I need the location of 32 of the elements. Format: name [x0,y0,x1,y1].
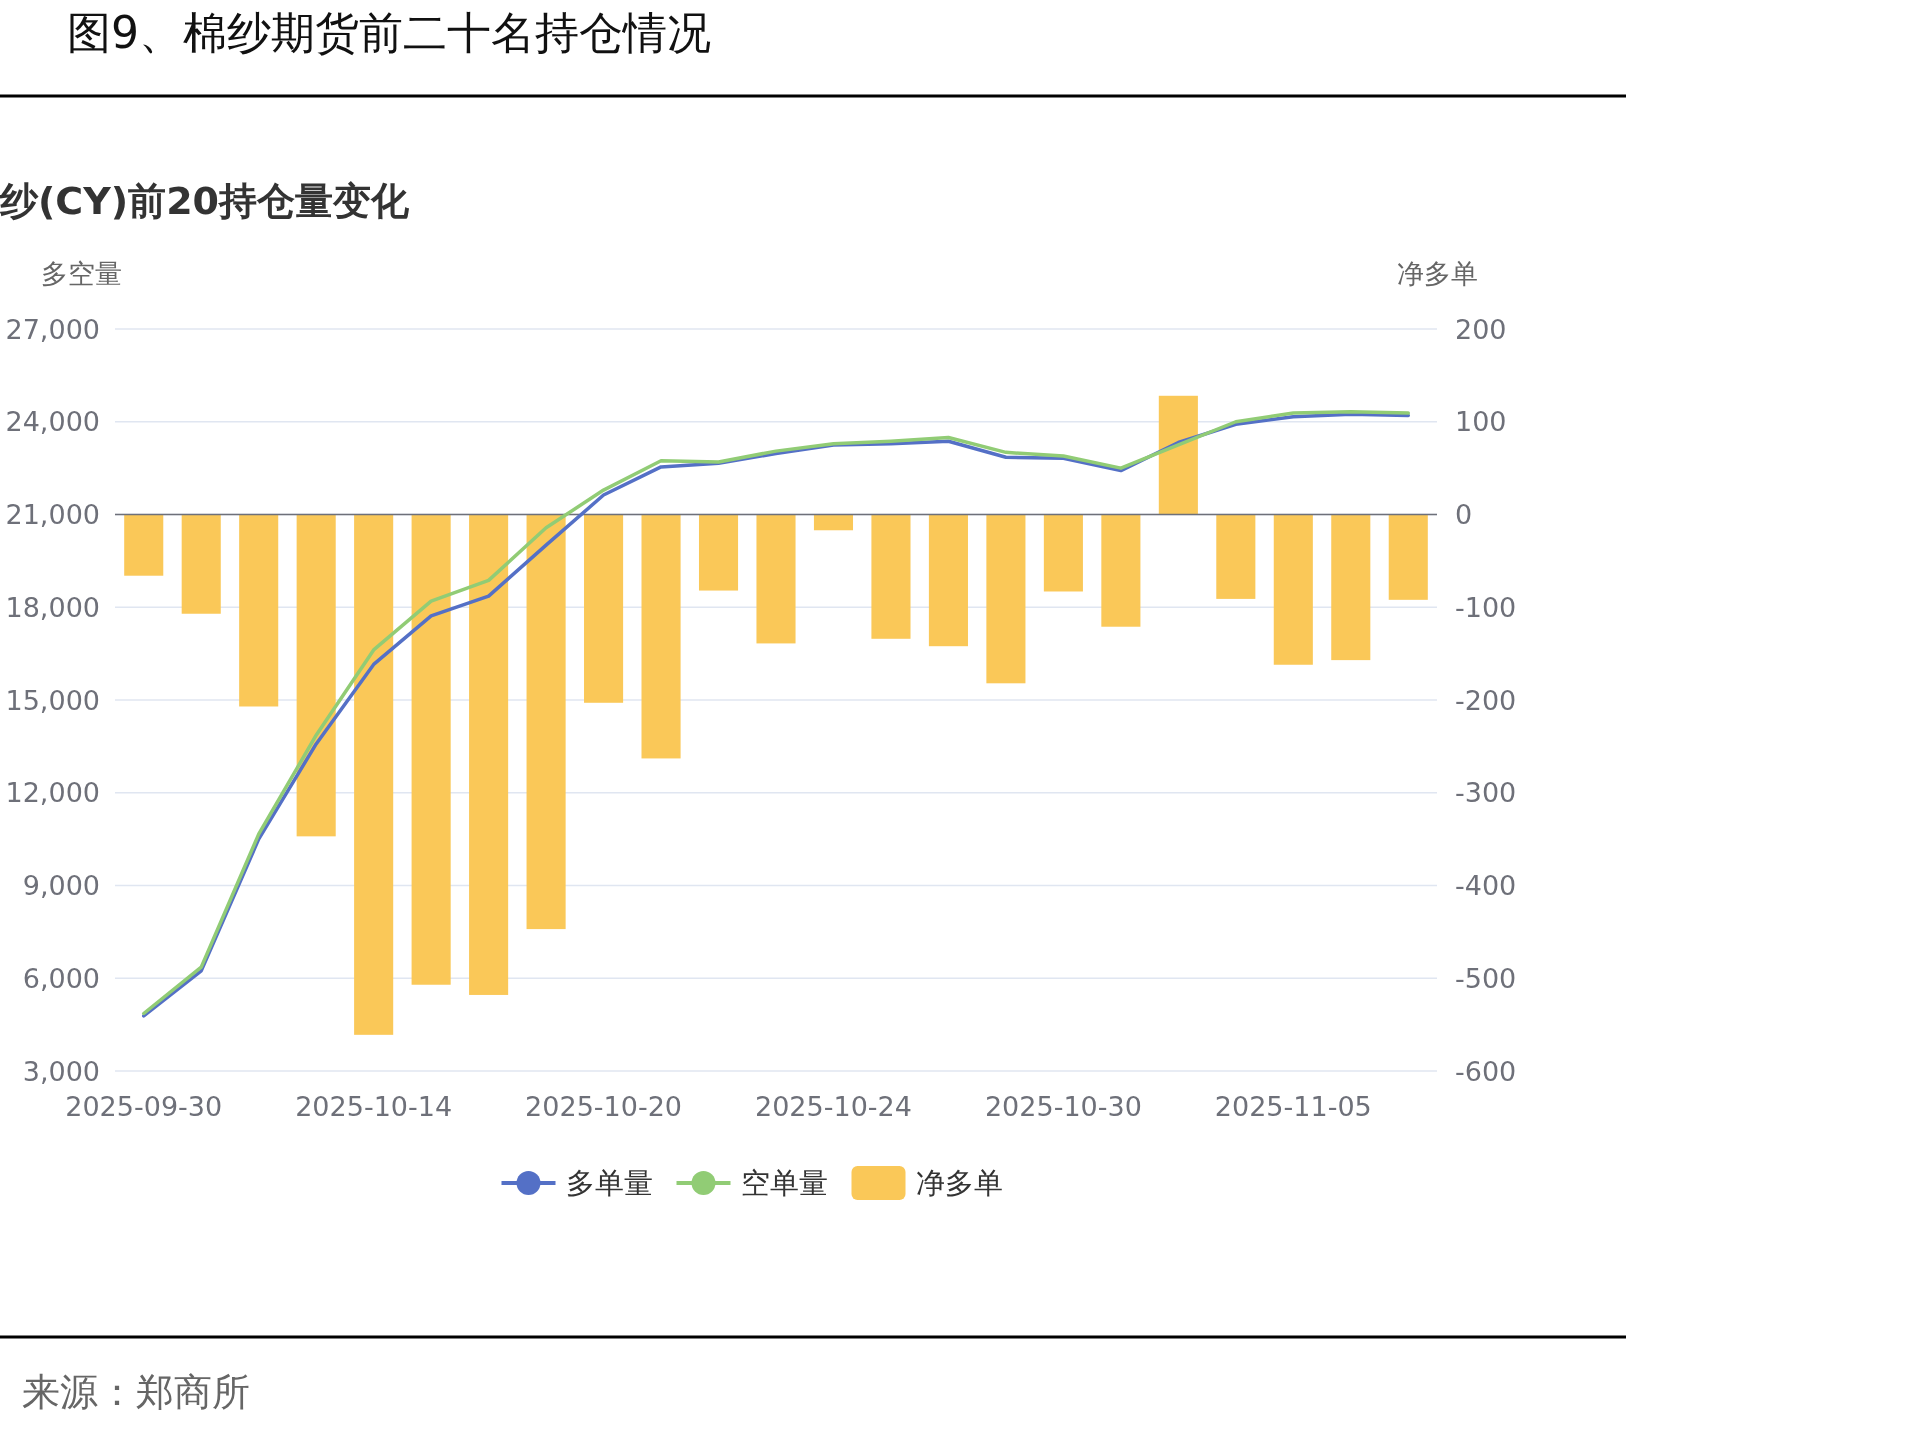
y2-tick-label: -400 [1455,870,1517,901]
y-tick-label: 9,000 [22,870,100,901]
y-tick-label: 12,000 [5,777,100,809]
y-tick-label: 27,000 [5,313,100,345]
x-tick-label: 2025-10-24 [755,1090,912,1122]
y-tick-label: 6,000 [22,962,100,994]
y2-tick-label: 0 [1455,499,1473,530]
chart-subtitle: 纱(CY)前20持仓量变化 [0,179,411,223]
legend-label: 空单量 [740,1166,828,1200]
y-tick-label: 24,000 [5,406,100,438]
y-axis-title: 多空量 [41,258,122,289]
x-tick-label: 2025-09-30 [65,1090,223,1122]
x-tick-label: 2025-10-20 [525,1090,683,1122]
legend-label: 多单量 [565,1166,653,1200]
source-note: 来源：郑商所 [22,1370,250,1414]
y2-tick-label: -300 [1455,777,1517,809]
x-tick-label: 2025-10-30 [984,1090,1142,1122]
y2-tick-label: -600 [1455,1055,1517,1087]
x-tick-label: 2025-11-05 [1214,1090,1372,1122]
y-tick-label: 15,000 [5,684,100,716]
chart-title: 图9、棉纱期货前二十名持仓情况 [67,7,711,58]
x-tick-label: 2025-10-14 [295,1090,453,1122]
legend-label: 净多单 [915,1166,1003,1200]
y-tick-label: 21,000 [5,499,100,530]
y2-tick-label: 100 [1455,406,1507,438]
y2-tick-label: -100 [1455,591,1517,623]
y-tick-label: 18,000 [5,591,100,623]
y2-tick-label: -200 [1455,684,1517,716]
y-tick-label: 3,000 [22,1055,100,1087]
y2-tick-label: 200 [1455,313,1507,345]
y2-axis-title: 净多单 [1397,258,1478,289]
y2-tick-label: -500 [1455,962,1517,994]
